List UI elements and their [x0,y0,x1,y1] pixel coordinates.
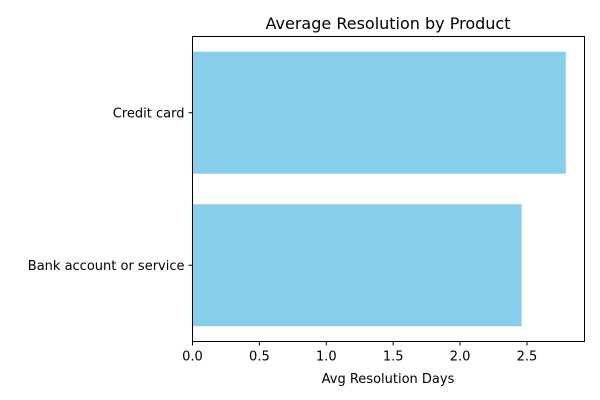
x-tick-label: 2.0 [450,350,471,365]
x-tick-label: 1.5 [383,350,404,365]
bars-group [192,51,566,327]
bar-credit-card [192,51,566,174]
plot-frame [192,36,585,342]
x-tick-label: 1.0 [316,350,337,365]
chart-title: Average Resolution by Product [266,14,511,33]
y-tick-label: Credit card [113,106,185,121]
y-axis-ticks: Credit card Bank account or service [28,106,193,274]
x-axis-label: Avg Resolution Days [322,372,455,387]
x-tick-label: 0.0 [182,350,203,365]
x-axis-ticks: 0.0 0.5 1.0 1.5 2.0 2.5 [182,341,538,365]
bar-bank-account-or-service [192,204,522,327]
x-tick-label: 0.5 [249,350,270,365]
y-tick-label: Bank account or service [28,259,185,274]
x-tick-label: 2.5 [517,350,538,365]
